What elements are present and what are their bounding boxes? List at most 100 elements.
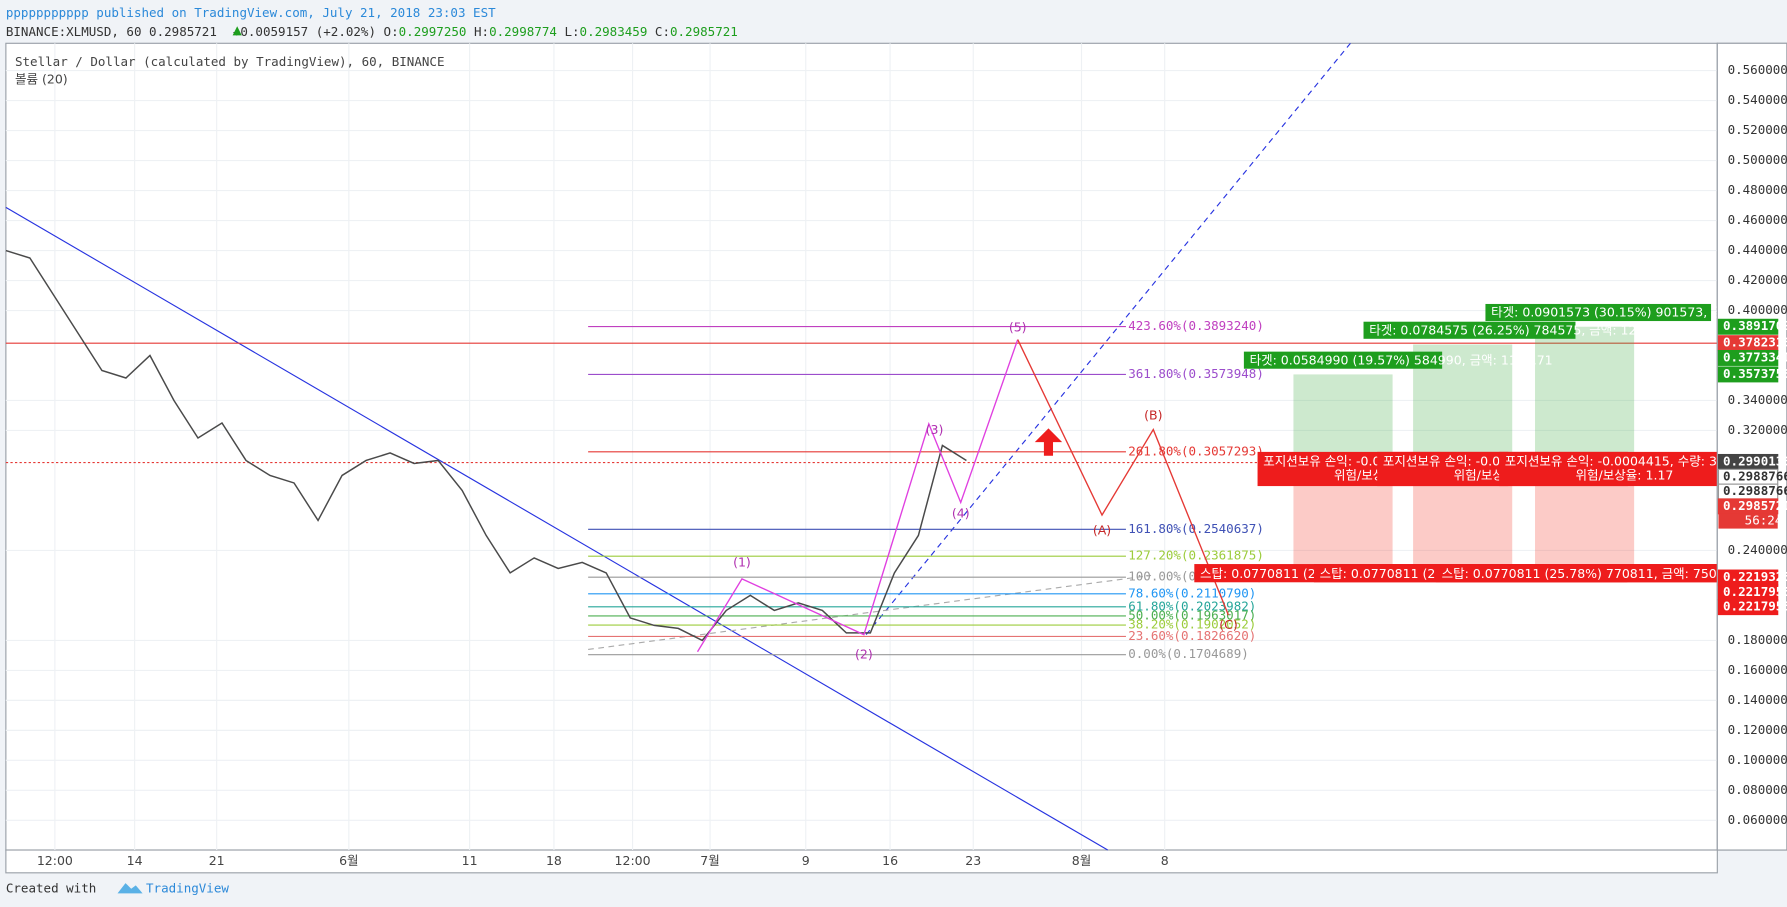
price-label: 0.2990136	[1723, 453, 1787, 468]
x-tick-label: 23	[965, 853, 981, 868]
y-tick-label: 0.4400000	[1728, 242, 1787, 257]
price-label: 0.2988766	[1723, 483, 1787, 498]
wave-label: (B)	[1144, 407, 1162, 422]
wave-label: (5)	[1009, 320, 1027, 335]
fib-label: 161.80%(0.2540637)	[1128, 521, 1264, 536]
up-arrow-icon	[232, 26, 242, 36]
price-label-box	[1717, 599, 1779, 616]
wave-label: (A)	[1093, 522, 1111, 537]
x-tick-label: 18	[546, 853, 562, 868]
price-label: 0.2219325	[1723, 569, 1787, 584]
chart-title: Stellar / Dollar (calculated by TradingV…	[15, 54, 445, 69]
trendline	[5, 206, 1109, 851]
price-label: 0.2217955	[1723, 599, 1787, 614]
c-value: 0.2985721	[670, 23, 738, 38]
impulse-wave	[696, 339, 1019, 653]
drawings: 423.60%(0.3893240) 361.80%(0.3573948) 261.…	[5, 42, 1787, 851]
symbol-line: BINANCE:XLMUSD, 60 0.2985721 +0.0059157 (…	[6, 23, 738, 38]
y-tick-label: 0.2400000	[1728, 542, 1787, 557]
l-value: 0.2983459	[580, 23, 648, 38]
y-tick-label: 0.3400000	[1728, 392, 1787, 407]
wave-label: (2)	[855, 647, 873, 662]
change: +0.0059157 (+2.02%)	[233, 23, 376, 38]
c-label: C:	[655, 23, 670, 38]
x-tick-label: 6월	[339, 853, 358, 868]
volume-legend: 볼륨 (20)	[15, 71, 68, 86]
target-label: 타겟: 0.0584990 (19.57%) 584990, 금액: 1189.…	[1250, 352, 1553, 367]
x-tick-label: 21	[209, 853, 225, 868]
wave-label: (C)	[1219, 617, 1238, 632]
o-label: O:	[384, 23, 399, 38]
target-box	[1243, 351, 1443, 369]
fib-label: 38.20%(0.1902052)	[1128, 617, 1256, 632]
y-tick-label: 0.1000000	[1728, 752, 1787, 767]
chart-pane	[5, 42, 1718, 851]
x-tick-label: 8	[1161, 853, 1169, 868]
pnl-box	[1499, 451, 1750, 487]
fib-label: 0.00%(0.1704689)	[1128, 646, 1249, 661]
symbol: BINANCE:XLMUSD, 60	[6, 23, 142, 38]
price-label: 0.2217955	[1723, 584, 1787, 599]
target-box	[1485, 303, 1712, 322]
x-tick-label: 12:00	[37, 853, 73, 868]
fib-label: 50.00%(0.1963017)	[1128, 607, 1256, 622]
last: 0.2985721	[149, 23, 217, 38]
y-tick-label: 0.4000000	[1728, 302, 1787, 317]
time-axis	[5, 849, 1718, 874]
y-tick-label: 0.5200000	[1728, 122, 1787, 137]
y-tick-label: 0.5400000	[1728, 92, 1787, 107]
price-label: 0.2988766	[1723, 468, 1787, 483]
fib-label: 127.20%(0.2361875)	[1128, 548, 1264, 563]
o-value: 0.2997250	[399, 23, 467, 38]
price-label-box	[1717, 366, 1779, 383]
y-tick-label: 0.4200000	[1728, 272, 1787, 287]
wave-label: (3)	[926, 422, 944, 437]
h-value: 0.2998774	[489, 23, 557, 38]
target-zone	[1535, 326, 1635, 463]
stop-label: 스탑: 0.0770811 (25.78%) 770811, 금액: 750	[1442, 566, 1717, 581]
wave-label: (4)	[952, 505, 970, 520]
grid	[5, 43, 1718, 851]
footer-brand: TradingView	[146, 880, 229, 895]
price-label: 0.2985721	[1723, 498, 1787, 513]
y-tick-label: 0.5000000	[1728, 152, 1787, 167]
y-tick-label: 0.0800000	[1728, 782, 1787, 797]
wave-label: (1)	[733, 554, 751, 569]
h-label: H:	[474, 23, 489, 38]
x-tick-label: 9	[802, 853, 810, 868]
countdown-box	[1718, 513, 1778, 529]
published: ppppppppppp published on TradingView.com…	[6, 5, 496, 20]
x-tick-label: 7월	[700, 853, 719, 868]
ratio-label: 위험/보상율: 1.17	[1576, 467, 1674, 482]
fib-label: 423.60%(0.3893240)	[1128, 318, 1264, 333]
y-tick-label: 0.3200000	[1728, 422, 1787, 437]
y-tick-label: 0.0600000	[1728, 812, 1787, 827]
red-up-arrow	[1034, 428, 1063, 456]
price-label: 0.3891709	[1723, 318, 1787, 333]
fib-label: 261.80%(0.3057293)	[1128, 443, 1264, 458]
tv-logo	[117, 883, 143, 894]
y-tick-label: 0.1600000	[1728, 662, 1787, 677]
price-label: 0.3782316	[1723, 335, 1787, 350]
stop-box	[1435, 564, 1787, 583]
y-tick-label: 0.4800000	[1728, 182, 1787, 197]
price-line	[5, 249, 967, 642]
x-tick-label: 16	[882, 853, 898, 868]
support-dashed	[588, 574, 1152, 651]
x-tick-label: 11	[462, 853, 478, 868]
footer-created: Created with	[6, 880, 96, 895]
price-label-box	[1717, 318, 1779, 335]
fib-label: 61.80%(0.2023982)	[1128, 598, 1256, 613]
pnl-label: 포지션보유 손익: -0.0004415, 수량: 3243	[1505, 454, 1741, 469]
target-zone	[1293, 374, 1393, 463]
countdown: 56:24	[1745, 513, 1783, 528]
price-label: 0.3773341	[1723, 349, 1787, 364]
x-tick-label: 8월	[1072, 853, 1091, 868]
fib-label: 78.60%(0.2110790)	[1128, 585, 1256, 600]
fib-label: 361.80%(0.3573948)	[1128, 366, 1264, 381]
price-label-box	[1717, 349, 1779, 366]
x-tick-label: 12:00	[615, 853, 651, 868]
price-axis-cover	[1716, 42, 1787, 851]
